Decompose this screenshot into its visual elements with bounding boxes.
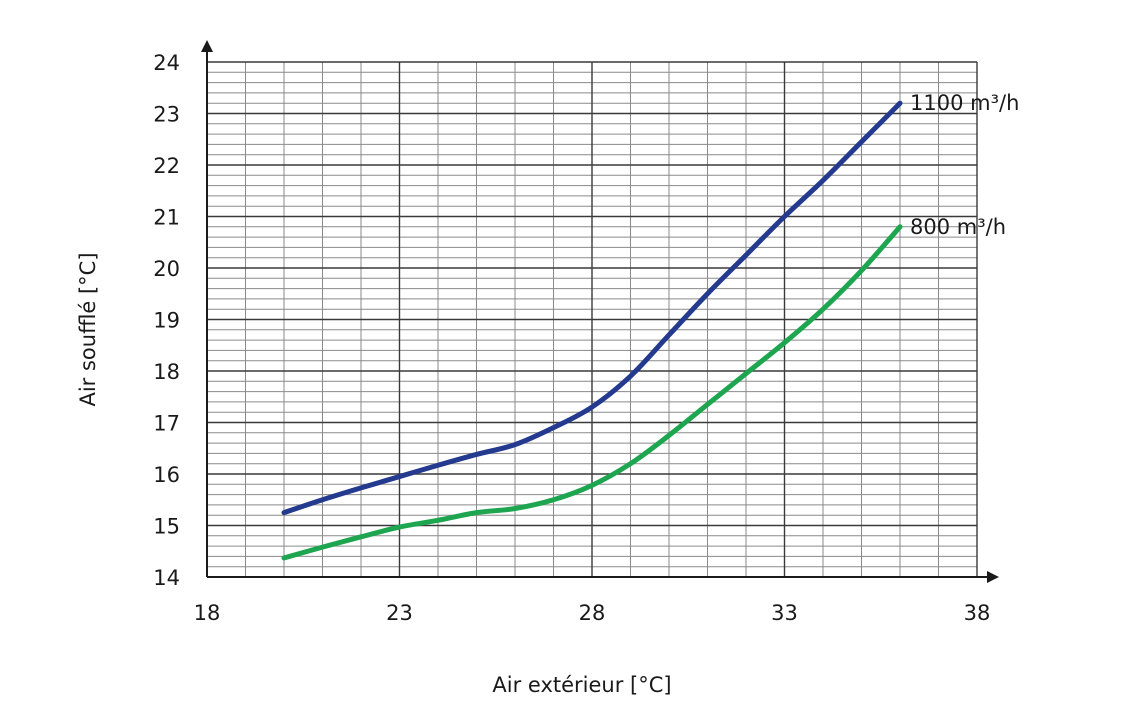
y-tick-label: 17 bbox=[153, 412, 180, 436]
series-line bbox=[281, 224, 903, 561]
x-tick-label: 33 bbox=[771, 601, 798, 625]
y-tick-label: 15 bbox=[153, 515, 180, 539]
y-tick-label: 16 bbox=[153, 463, 180, 487]
x-axis-arrow-icon bbox=[987, 571, 999, 583]
x-tick-labels: 18 23 28 33 38 bbox=[194, 601, 991, 625]
x-tick-label: 23 bbox=[386, 601, 413, 625]
y-tick-labels: 14 15 16 17 18 19 20 21 22 23 24 bbox=[153, 51, 180, 590]
x-tick-label: 18 bbox=[194, 601, 221, 625]
series-labels: 1100 m³/h 800 m³/h bbox=[910, 91, 1019, 239]
series-line bbox=[281, 100, 903, 516]
x-axis-title: Air extérieur [°C] bbox=[492, 673, 671, 697]
series-label: 800 m³/h bbox=[910, 215, 1006, 239]
y-tick-label: 20 bbox=[153, 257, 180, 281]
series-lines bbox=[281, 100, 903, 561]
y-axis-arrow-icon bbox=[201, 40, 213, 52]
y-axis-title: Air soufflé [°C] bbox=[76, 252, 100, 406]
axes bbox=[201, 40, 999, 583]
series-label: 1100 m³/h bbox=[910, 91, 1019, 115]
y-tick-label: 18 bbox=[153, 360, 180, 384]
x-tick-label: 28 bbox=[579, 601, 606, 625]
y-tick-label: 19 bbox=[153, 309, 180, 333]
y-tick-label: 21 bbox=[153, 206, 180, 230]
y-tick-label: 23 bbox=[153, 103, 180, 127]
y-tick-label: 14 bbox=[153, 566, 180, 590]
y-tick-label: 22 bbox=[153, 154, 180, 178]
x-tick-label: 38 bbox=[964, 601, 991, 625]
y-tick-label: 24 bbox=[153, 51, 180, 75]
